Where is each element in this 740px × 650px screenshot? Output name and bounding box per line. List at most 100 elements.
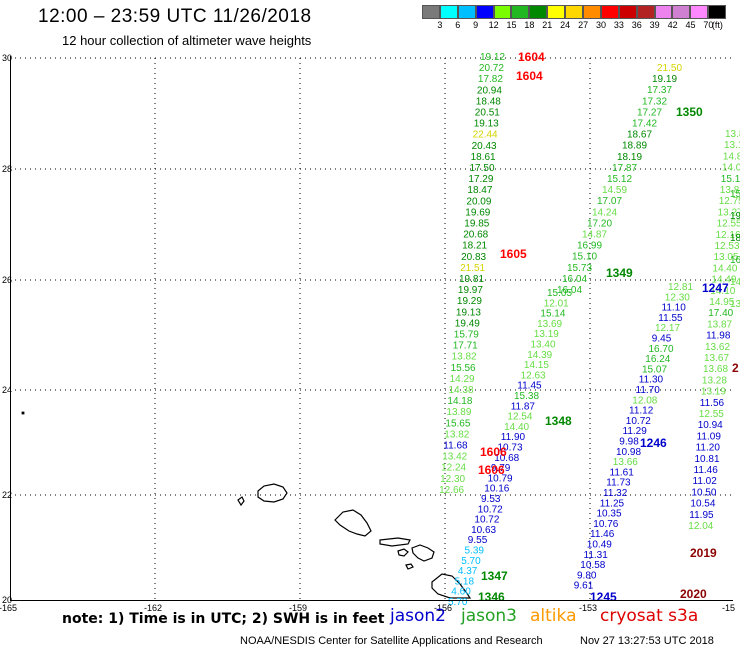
wave-height-value: 16.24 xyxy=(645,354,670,365)
lon-tick-label: -162 xyxy=(144,603,162,613)
wave-height-value: 11.61 xyxy=(610,467,635,478)
scale-label: 15 xyxy=(506,20,517,30)
axis-tick-labels: 30 28 26 24 22 20-165 -162 -159 -156 -153 -15 xyxy=(0,53,735,613)
wave-height-value: 10.72 xyxy=(478,504,503,515)
oahu-island xyxy=(334,509,372,537)
wave-height-value: 14. xyxy=(730,277,740,288)
wave-height-value: 14.24 xyxy=(592,207,617,218)
scale-swatch xyxy=(547,5,566,19)
kauai-island xyxy=(257,483,288,503)
scale-label: 36 xyxy=(631,20,642,30)
wave-height-value: 11.32 xyxy=(603,488,628,499)
kahoolawe-island xyxy=(405,563,414,570)
scale-label: 18 xyxy=(524,20,535,30)
legend-jason3: jason3 xyxy=(461,606,517,626)
pass-label: 1604 xyxy=(518,50,545,64)
scale-swatch xyxy=(457,5,476,19)
pass-label: 1605 xyxy=(500,247,527,261)
pass-label: 1246 xyxy=(640,436,667,450)
scale-swatch xyxy=(529,5,548,19)
wave-height-value: 15.56 xyxy=(451,363,476,374)
scale-swatch xyxy=(636,5,655,19)
lon-tick-label: -153 xyxy=(579,603,597,613)
wave-height-value: 11.45 xyxy=(517,381,542,392)
molokai-island xyxy=(379,537,411,547)
pass-label: 2 xyxy=(732,361,739,375)
pass-label: 1604 xyxy=(516,69,543,83)
wave-height-value: 5.70 xyxy=(461,556,481,567)
wave-height-value: 10.63 xyxy=(471,525,496,536)
wave-height-value: 11.90 xyxy=(501,432,526,443)
wave-height-value: 12.17 xyxy=(655,323,680,334)
wave-height-value: 17.07 xyxy=(597,196,622,207)
altimeter-tracks: 19.1220.7217.8220.9418.4820.5119.1322.44… xyxy=(439,52,740,608)
scale-label: 9 xyxy=(473,20,479,30)
wave-height-value: 14.40 xyxy=(712,263,737,274)
wave-height-value: 13.40 xyxy=(531,340,556,351)
wave-height-value: 20.72 xyxy=(479,63,504,74)
wave-height-value: 15.38 xyxy=(514,391,539,402)
map-subtitle: 12 hour collection of altimeter wave hei… xyxy=(62,33,312,48)
wave-height-value: 12.30 xyxy=(440,474,465,485)
wave-height-value: 18. xyxy=(730,233,740,244)
wave-height-value: 11.20 xyxy=(696,443,721,454)
wave-height-value: 12.16 xyxy=(716,230,740,241)
track-1246: 12.8112.3011.1011.5512.179.4516.7016.241… xyxy=(574,282,694,592)
wave-height-value: 13.82 xyxy=(452,352,477,363)
hawaiian-islands xyxy=(21,411,472,599)
wave-height-value: 13.8 xyxy=(725,129,740,140)
nihoa-islet xyxy=(21,411,25,415)
pass-label: 2019 xyxy=(690,546,717,560)
pass-label: 1347 xyxy=(481,569,508,583)
wave-height-value: 11.09 xyxy=(697,431,722,442)
wave-height-value: 16.04 xyxy=(557,285,582,296)
scale-swatch xyxy=(672,5,691,19)
wave-height-value: 10.50 xyxy=(691,487,716,498)
wave-height-value: 11.02 xyxy=(693,476,718,487)
wave-height-value: 21.50 xyxy=(657,63,682,74)
wave-height-value: 19.19 xyxy=(652,74,677,85)
wave-height-value: 10.72 xyxy=(626,416,651,427)
pass-label: 1350 xyxy=(676,105,703,119)
pass-label: 1245 xyxy=(590,590,617,604)
wave-height-value: 20.09 xyxy=(466,196,491,207)
wave-height-value: 9.98 xyxy=(619,437,639,448)
wave-height-value: 10.81 xyxy=(695,454,720,465)
wave-height-value: 17.29 xyxy=(468,174,493,185)
wave-height-value: 12.81 xyxy=(668,282,693,293)
wave-height-value: 20.83 xyxy=(461,252,486,263)
wave-height-value: 11.29 xyxy=(623,426,648,437)
legend-altika: altika xyxy=(530,606,577,626)
wave-height-value: 11.10 xyxy=(662,303,687,314)
map-title: 12:00 – 23:59 UTC 11/26/2018 xyxy=(38,6,312,27)
wave-height-value: 17.42 xyxy=(632,119,657,130)
scale-swatch xyxy=(511,5,530,19)
lon-tick-label: -156 xyxy=(434,603,452,613)
pass-label: 1346 xyxy=(478,590,505,604)
wave-height-value: 11.73 xyxy=(606,478,631,489)
wave-height-value: 11.46 xyxy=(590,529,615,540)
wave-height-value: 16.04 xyxy=(562,274,587,285)
wave-height-value: 15.07 xyxy=(642,364,667,375)
wave-height-value: 19.81 xyxy=(459,274,484,285)
wave-height-value: 10.98 xyxy=(616,447,641,458)
scale-label: 45 xyxy=(685,20,696,30)
wave-height-value: 19.13 xyxy=(474,119,499,130)
wave-height-value: 14.39 xyxy=(527,350,552,361)
wave-height-value: 13.1 xyxy=(724,140,740,151)
wave-height-value: 12.30 xyxy=(665,292,690,303)
wave-height-value: 9.53 xyxy=(481,494,501,505)
scale-swatch xyxy=(600,5,619,19)
wave-height-value: 13.19 xyxy=(701,387,726,398)
scale-swatch xyxy=(493,5,512,19)
wave-height-value: 10.16 xyxy=(484,484,509,495)
wave-height-value: 17.40 xyxy=(708,308,733,319)
wave-height-value: 18.19 xyxy=(617,152,642,163)
wave-height-value: 16 xyxy=(730,255,740,266)
scale-swatch xyxy=(422,5,440,19)
wave-height-value: 20.94 xyxy=(477,85,502,96)
wave-height-value: 9.80 xyxy=(577,570,597,581)
lon-tick-label: -165 xyxy=(0,603,17,613)
wave-height-value: 21.51 xyxy=(460,263,485,274)
